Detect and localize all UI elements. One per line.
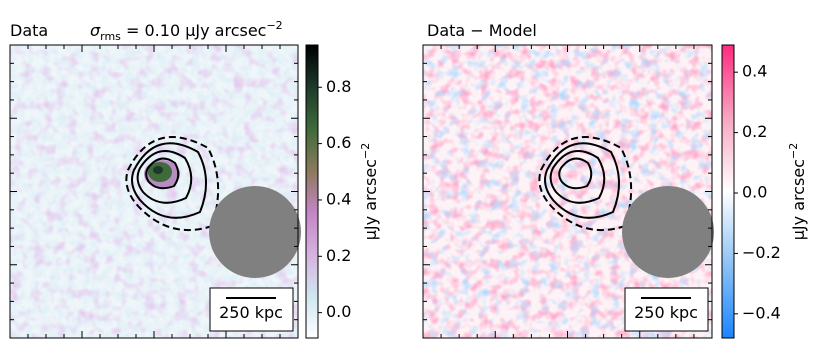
colorbar-label-superscript: −2	[359, 143, 372, 159]
symbol: σ	[90, 21, 101, 40]
subscript: rms	[100, 30, 121, 43]
colorbar-tick-label: 0.8	[326, 77, 351, 96]
scale-bar-box	[624, 287, 709, 332]
scale-bar-label: 250 kpc	[219, 303, 283, 322]
colorbar-tick-label: 0.2	[742, 122, 767, 141]
colorbar-tick-label: 0.0	[326, 302, 351, 321]
colorbar-tick-label: 0.4	[326, 189, 351, 208]
colorbar-label-text: μJy arcsec	[789, 159, 808, 240]
scale-bar-box	[209, 287, 294, 332]
annotation: σrms = 0.10 μJy arcsec−2	[90, 19, 283, 43]
panel-residual: Data − Model 250 kpc	[422, 21, 714, 339]
colorbar-tick-label: 0.6	[326, 133, 351, 152]
colorbar	[305, 44, 319, 339]
colorbar-tick-label: 0.0	[742, 183, 767, 202]
colorbar-tick-label: 0.4	[742, 62, 767, 81]
colorbar	[721, 44, 735, 339]
panel-title: Data − Model	[427, 21, 537, 40]
mask	[622, 186, 714, 278]
colorbar-label-text: μJy arcsec	[361, 159, 380, 240]
panel-title: Data	[10, 21, 48, 40]
mask	[209, 186, 301, 278]
colorbar-label-superscript: −2	[787, 143, 800, 159]
scale-bar-label: 250 kpc	[634, 303, 698, 322]
superscript: −2	[266, 19, 282, 32]
colorbar-label: μJy arcsec−2	[359, 143, 380, 240]
source-core	[153, 166, 163, 174]
colorbar-tick-label: −0.4	[742, 303, 781, 322]
panel-data: Data σrms = 0.10 μJy arcsec−2 250 kpc	[9, 19, 301, 339]
colorbar-tick-label: 0.2	[326, 246, 351, 265]
colorbar-label: μJy arcsec−2	[787, 143, 808, 240]
annotation-text: = 0.10 μJy arcsec	[121, 21, 267, 40]
colorbar-tick-label: −0.2	[742, 243, 781, 262]
